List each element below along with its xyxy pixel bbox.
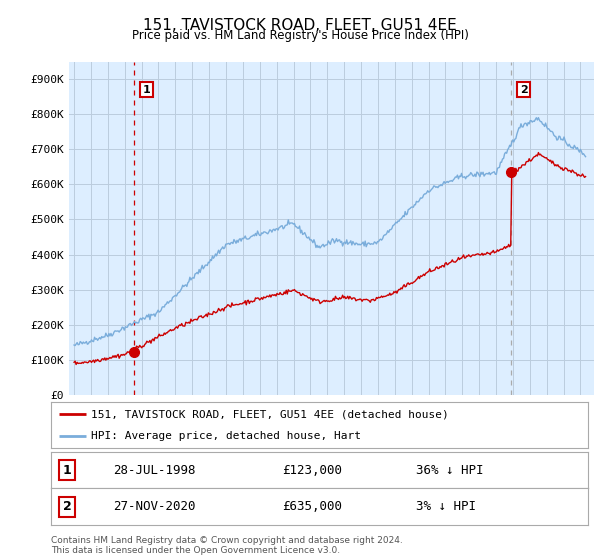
Text: 1: 1 <box>63 464 71 477</box>
Text: 2: 2 <box>520 85 527 95</box>
Text: £123,000: £123,000 <box>282 464 342 477</box>
Text: £635,000: £635,000 <box>282 500 342 513</box>
Text: 27-NOV-2020: 27-NOV-2020 <box>113 500 195 513</box>
Text: 36% ↓ HPI: 36% ↓ HPI <box>416 464 484 477</box>
Text: 3% ↓ HPI: 3% ↓ HPI <box>416 500 476 513</box>
Text: 151, TAVISTOCK ROAD, FLEET, GU51 4EE (detached house): 151, TAVISTOCK ROAD, FLEET, GU51 4EE (de… <box>91 409 449 419</box>
Text: 28-JUL-1998: 28-JUL-1998 <box>113 464 195 477</box>
Text: Contains HM Land Registry data © Crown copyright and database right 2024.
This d: Contains HM Land Registry data © Crown c… <box>51 536 403 556</box>
Text: 1: 1 <box>143 85 151 95</box>
Text: 151, TAVISTOCK ROAD, FLEET, GU51 4EE: 151, TAVISTOCK ROAD, FLEET, GU51 4EE <box>143 18 457 33</box>
Text: 2: 2 <box>63 500 71 513</box>
Text: Price paid vs. HM Land Registry's House Price Index (HPI): Price paid vs. HM Land Registry's House … <box>131 29 469 42</box>
Text: HPI: Average price, detached house, Hart: HPI: Average price, detached house, Hart <box>91 431 361 441</box>
